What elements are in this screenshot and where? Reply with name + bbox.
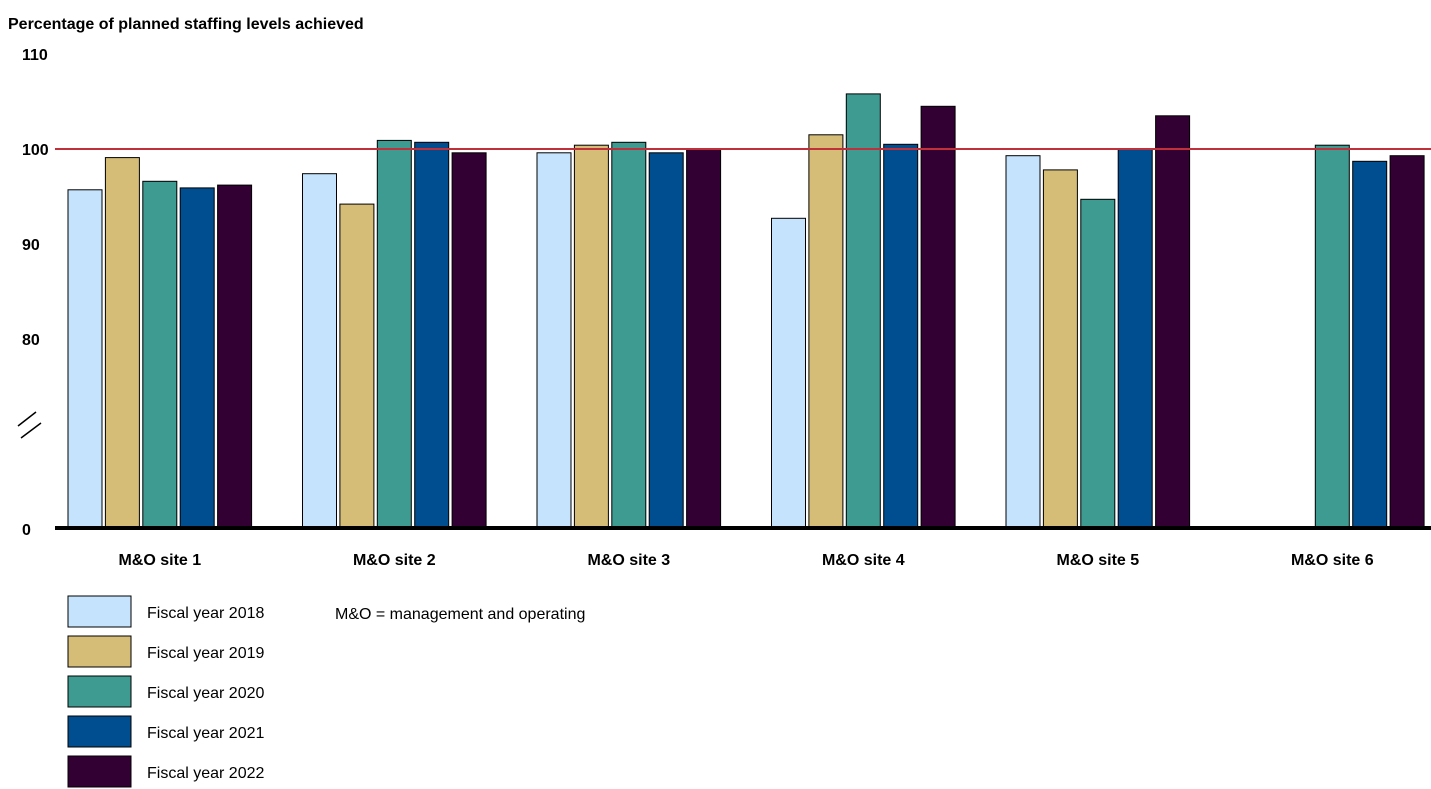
- legend-swatch: [67, 675, 132, 708]
- bar: [1155, 115, 1191, 530]
- bars: [67, 93, 1425, 530]
- y-axis-ticks: 110 100 90 80 0: [22, 47, 49, 539]
- category-label: M&O site 1: [118, 552, 201, 569]
- abbreviation-note: M&O = management and operating: [335, 606, 585, 623]
- bar: [536, 152, 572, 530]
- y-tick-label: 90: [22, 237, 40, 254]
- legend-swatch: [67, 715, 132, 748]
- category-label: M&O site 2: [353, 552, 436, 569]
- category-label: M&O site 6: [1291, 552, 1374, 569]
- bar: [179, 187, 215, 530]
- category-label: M&O site 3: [587, 552, 670, 569]
- legend-label: Fiscal year 2018: [147, 605, 264, 622]
- bar: [376, 139, 412, 530]
- bar: [920, 105, 956, 530]
- bar: [451, 152, 487, 530]
- y-tick-label: 0: [22, 522, 31, 539]
- y-tick-label: 110: [22, 47, 48, 64]
- bar: [808, 134, 844, 530]
- category-label: M&O site 5: [1056, 552, 1139, 569]
- legend-swatch: [67, 595, 132, 628]
- legend-swatch: [67, 635, 132, 668]
- bar: [142, 180, 178, 530]
- bar: [67, 189, 103, 530]
- y-tick-label: 100: [22, 142, 49, 159]
- bar: [648, 152, 684, 530]
- bar: [414, 141, 450, 530]
- bar: [845, 93, 881, 530]
- legend-swatch: [67, 755, 132, 788]
- bar: [217, 184, 253, 530]
- y-axis-title: Percentage of planned staffing levels ac…: [8, 16, 364, 33]
- bar: [302, 173, 337, 530]
- y-tick-label: 80: [22, 332, 40, 349]
- legend-label: Fiscal year 2021: [147, 725, 264, 742]
- legend-label: Fiscal year 2020: [147, 685, 264, 702]
- legend: Fiscal year 2018 Fiscal year 2019 Fiscal y…: [67, 595, 264, 788]
- bar: [771, 217, 806, 530]
- bar: [611, 141, 647, 530]
- legend-label: Fiscal year 2019: [147, 645, 264, 662]
- x-axis-baseline: [55, 526, 1431, 530]
- category-labels: M&O site 1 M&O site 2 M&O site 3 M&O site 4…: [118, 552, 1373, 569]
- bar: [1352, 160, 1388, 530]
- bar: [883, 143, 919, 530]
- bar: [339, 203, 375, 530]
- bar: [1389, 155, 1425, 530]
- bar: [1042, 169, 1078, 530]
- bar: [1314, 144, 1350, 530]
- bar: [1080, 198, 1116, 530]
- bar: [1117, 148, 1153, 530]
- bar: [573, 144, 609, 530]
- category-label: M&O site 4: [822, 552, 905, 569]
- bar: [1005, 155, 1041, 530]
- axis-break-icon: [17, 411, 42, 439]
- legend-label: Fiscal year 2022: [147, 765, 264, 782]
- bar: [104, 157, 140, 530]
- bar: [686, 148, 722, 530]
